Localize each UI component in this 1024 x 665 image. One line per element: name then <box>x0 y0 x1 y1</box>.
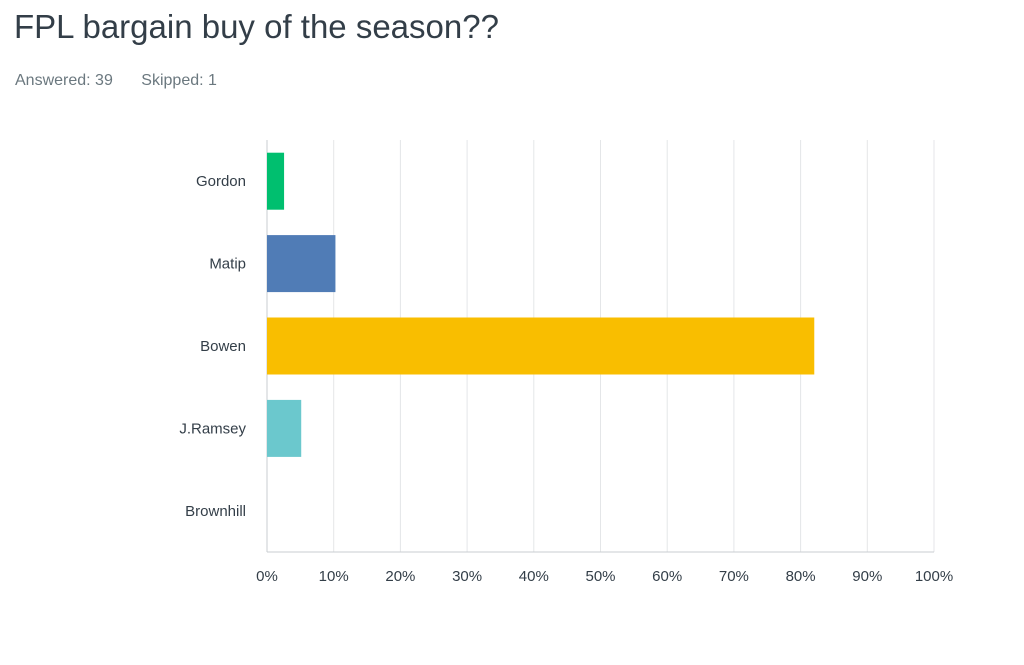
x-tick-label: 60% <box>652 568 682 585</box>
answered-stat: Answered: 39 <box>15 72 117 89</box>
category-label: Gordon <box>196 173 246 190</box>
response-stats: Answered: 39 Skipped: 1 <box>15 72 241 90</box>
skipped-count: 1 <box>208 72 217 89</box>
skipped-stat: Skipped: 1 <box>141 72 217 89</box>
x-tick-label: 30% <box>452 568 482 585</box>
answered-count: 39 <box>95 72 113 89</box>
answered-label: Answered: <box>15 72 91 89</box>
category-label: Brownhill <box>185 503 246 520</box>
x-tick-label: 80% <box>786 568 816 585</box>
x-tick-label: 40% <box>519 568 549 585</box>
bar-gordon <box>267 152 285 210</box>
skipped-label: Skipped: <box>141 72 204 89</box>
x-tick-label: 100% <box>915 568 953 585</box>
category-label: Matip <box>209 256 246 273</box>
category-label: Bowen <box>200 338 246 355</box>
x-tick-label: 20% <box>385 568 415 585</box>
bar-bowen <box>267 317 815 375</box>
question-title: FPL bargain buy of the season?? <box>14 8 499 45</box>
x-tick-label: 10% <box>319 568 349 585</box>
bar-matip <box>267 235 336 293</box>
x-tick-label: 70% <box>719 568 749 585</box>
x-tick-label: 0% <box>256 568 278 585</box>
category-label: J.Ramsey <box>179 420 246 437</box>
bar-j-ramsey <box>267 399 302 457</box>
x-tick-label: 50% <box>585 568 615 585</box>
x-tick-label: 90% <box>852 568 882 585</box>
